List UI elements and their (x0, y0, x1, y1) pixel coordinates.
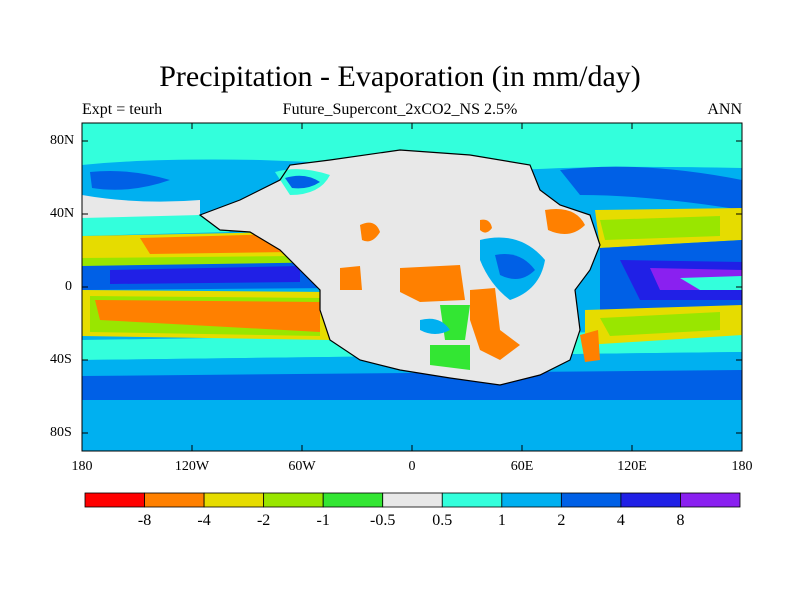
y-tick-label: 80N (50, 133, 75, 148)
colorbar-swatch (560, 492, 622, 508)
colorbar-label: -2 (256, 512, 271, 529)
x-tick-label: 60E (510, 459, 534, 474)
colorbar-label: -0.5 (370, 512, 396, 529)
x-tick-label: 180 (731, 459, 753, 474)
colorbar-swatch (620, 492, 681, 508)
colorbar-label: 8 (676, 512, 685, 529)
colorbar-swatch (441, 492, 503, 508)
colorbar-swatch (144, 492, 205, 508)
colorbar-label: 1 (497, 512, 506, 529)
season-label: ANN (707, 101, 742, 118)
colorbar-label: -4 (197, 512, 211, 529)
y-tick-label: 40N (50, 206, 75, 221)
y-tick-label: 40S (50, 352, 72, 367)
colorbar-swatch (263, 492, 324, 508)
x-tick-label: 180 (71, 459, 93, 474)
colorbar-label: -8 (137, 512, 152, 529)
x-tick-label: 120E (617, 459, 647, 474)
colorbar-label: 0.5 (432, 512, 453, 529)
field-layer (82, 123, 742, 451)
colorbar-swatch (203, 492, 265, 508)
colorbar-label: 2 (557, 512, 566, 529)
colorbar-swatch (84, 492, 145, 508)
x-tick-label: 60W (288, 459, 316, 474)
colorbar-label: -1 (316, 512, 330, 529)
y-tick-label: 80S (50, 425, 72, 440)
map-title: Precipitation - Evaporation (in mm/day) (159, 60, 641, 93)
x-tick-label: 120W (174, 459, 210, 474)
colorbar-swatch (322, 492, 384, 508)
experiment-label: Expt = teurh (82, 101, 163, 118)
run-label: Future_Supercont_2xCO2_NS 2.5% (282, 101, 518, 118)
colorbar-swatch (382, 492, 443, 508)
x-tick-label: 0 (408, 459, 416, 474)
colorbar-swatch (501, 492, 562, 508)
colorbar-swatch (680, 492, 741, 508)
x-axis-ticks (81, 123, 743, 451)
y-tick-label: 0 (65, 279, 72, 294)
colorbar-label: 4 (616, 512, 625, 529)
colorbar (84, 492, 741, 508)
y-axis-ticks (82, 140, 742, 434)
